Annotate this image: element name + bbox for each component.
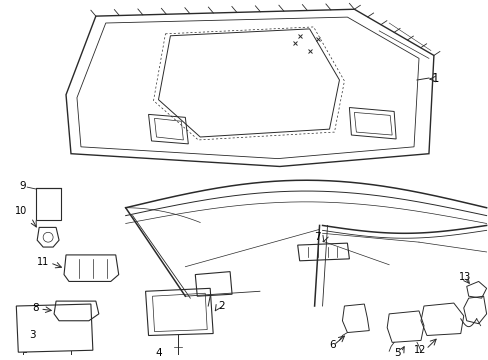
Text: 11: 11 <box>37 257 49 267</box>
Text: 4: 4 <box>155 348 162 358</box>
Text: 13: 13 <box>458 271 470 282</box>
Text: 9: 9 <box>19 181 26 191</box>
Text: 10: 10 <box>15 206 27 216</box>
Text: 5: 5 <box>393 348 400 358</box>
Text: 6: 6 <box>329 340 335 350</box>
Text: 3: 3 <box>29 330 36 341</box>
Text: 1: 1 <box>431 72 439 85</box>
Text: 8: 8 <box>33 303 39 313</box>
Text: 12: 12 <box>413 345 426 355</box>
Text: 2: 2 <box>218 301 224 311</box>
Text: 7: 7 <box>314 232 321 242</box>
